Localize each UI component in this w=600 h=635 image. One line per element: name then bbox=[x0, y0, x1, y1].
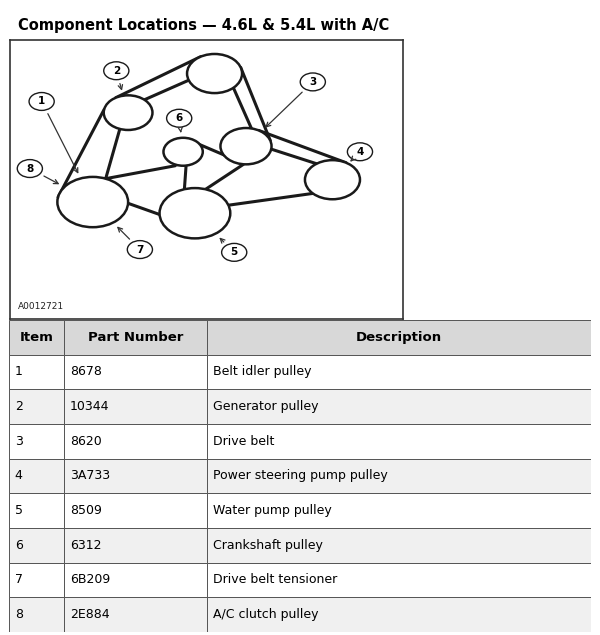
Text: Part Number: Part Number bbox=[88, 331, 183, 344]
Circle shape bbox=[29, 93, 54, 110]
Circle shape bbox=[17, 159, 43, 177]
Bar bbox=[9, 389, 64, 424]
Bar bbox=[207, 389, 591, 424]
Bar bbox=[64, 389, 207, 424]
Text: 3: 3 bbox=[15, 435, 23, 448]
Text: 5: 5 bbox=[230, 248, 238, 257]
Text: A/C clutch pulley: A/C clutch pulley bbox=[212, 608, 318, 621]
Bar bbox=[9, 320, 64, 354]
Text: 3A733: 3A733 bbox=[70, 469, 110, 483]
Bar bbox=[207, 563, 591, 597]
Bar bbox=[64, 424, 207, 458]
Bar bbox=[64, 597, 207, 632]
Text: Drive belt tensioner: Drive belt tensioner bbox=[212, 573, 337, 586]
Text: 8678: 8678 bbox=[70, 366, 102, 378]
Bar bbox=[64, 354, 207, 389]
Bar bbox=[9, 493, 64, 528]
Circle shape bbox=[127, 241, 152, 258]
Text: 1: 1 bbox=[38, 97, 45, 107]
Text: 8: 8 bbox=[26, 164, 34, 173]
Text: 2: 2 bbox=[15, 400, 23, 413]
Circle shape bbox=[221, 243, 247, 261]
Bar bbox=[64, 563, 207, 597]
Bar bbox=[64, 458, 207, 493]
Text: 10344: 10344 bbox=[70, 400, 110, 413]
Circle shape bbox=[347, 143, 373, 161]
Circle shape bbox=[160, 188, 230, 238]
Text: Generator pulley: Generator pulley bbox=[212, 400, 318, 413]
Text: 8509: 8509 bbox=[70, 504, 102, 517]
Text: 4: 4 bbox=[15, 469, 23, 483]
Text: 6: 6 bbox=[15, 538, 23, 552]
Text: 7: 7 bbox=[15, 573, 23, 586]
Bar bbox=[207, 528, 591, 563]
Bar bbox=[64, 320, 207, 354]
Circle shape bbox=[58, 177, 128, 227]
Bar bbox=[9, 563, 64, 597]
Bar bbox=[9, 458, 64, 493]
Circle shape bbox=[167, 109, 192, 127]
Text: 1: 1 bbox=[15, 366, 23, 378]
Text: Water pump pulley: Water pump pulley bbox=[212, 504, 331, 517]
Circle shape bbox=[163, 138, 203, 166]
Bar bbox=[64, 528, 207, 563]
Text: 8: 8 bbox=[15, 608, 23, 621]
Text: 3: 3 bbox=[309, 77, 316, 87]
Bar bbox=[9, 597, 64, 632]
Text: Description: Description bbox=[356, 331, 442, 344]
Bar bbox=[9, 528, 64, 563]
Text: Drive belt: Drive belt bbox=[212, 435, 274, 448]
Text: 6B209: 6B209 bbox=[70, 573, 110, 586]
Bar bbox=[9, 424, 64, 458]
Bar bbox=[9, 354, 64, 389]
Text: Component Locations — 4.6L & 5.4L with A/C: Component Locations — 4.6L & 5.4L with A… bbox=[18, 18, 389, 33]
Bar bbox=[207, 597, 591, 632]
Text: Item: Item bbox=[20, 331, 53, 344]
Circle shape bbox=[300, 73, 325, 91]
Bar bbox=[207, 354, 591, 389]
Circle shape bbox=[104, 95, 152, 130]
Text: 6: 6 bbox=[176, 113, 183, 123]
Circle shape bbox=[305, 160, 360, 199]
Text: A0012721: A0012721 bbox=[18, 302, 64, 311]
Text: 2E884: 2E884 bbox=[70, 608, 110, 621]
Text: Belt idler pulley: Belt idler pulley bbox=[212, 366, 311, 378]
Circle shape bbox=[104, 62, 129, 79]
Circle shape bbox=[187, 54, 242, 93]
Text: 8620: 8620 bbox=[70, 435, 102, 448]
Bar bbox=[207, 424, 591, 458]
Text: Crankshaft pulley: Crankshaft pulley bbox=[212, 538, 323, 552]
Text: 7: 7 bbox=[136, 244, 143, 255]
Text: Power steering pump pulley: Power steering pump pulley bbox=[212, 469, 388, 483]
Text: 6312: 6312 bbox=[70, 538, 101, 552]
Bar bbox=[207, 493, 591, 528]
Text: 4: 4 bbox=[356, 147, 364, 157]
Circle shape bbox=[220, 128, 272, 164]
Bar bbox=[207, 458, 591, 493]
Text: 5: 5 bbox=[15, 504, 23, 517]
Bar bbox=[64, 493, 207, 528]
Bar bbox=[207, 320, 591, 354]
Text: 2: 2 bbox=[113, 66, 120, 76]
